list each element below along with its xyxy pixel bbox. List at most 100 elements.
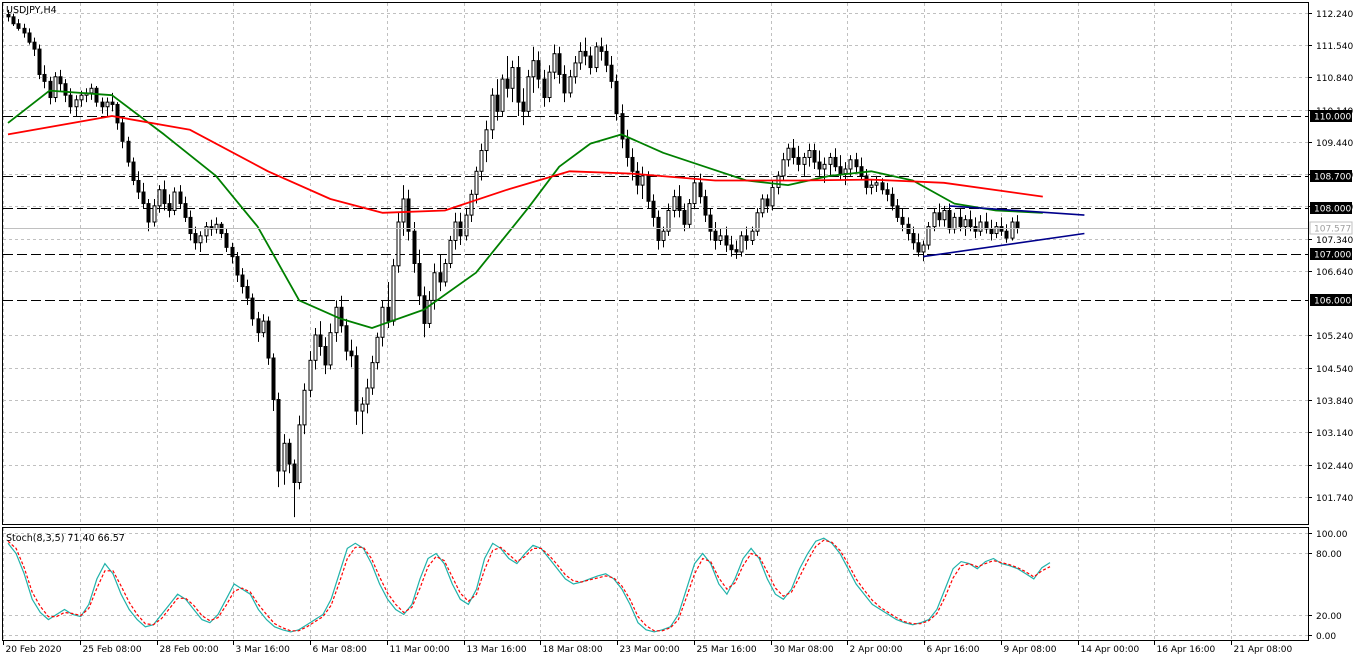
stoch-tick-label: 80.00: [1316, 550, 1342, 560]
candle-body-bearish: [625, 138, 630, 158]
candle: [360, 397, 365, 435]
candle-body-bearish: [833, 156, 838, 168]
level-label-box: [1310, 170, 1352, 182]
price-tick-label: 104.540: [1316, 365, 1353, 375]
candle-body-bullish: [568, 76, 573, 94]
candle: [120, 118, 125, 149]
candle: [100, 97, 105, 114]
candle-body-bearish: [791, 147, 796, 158]
candle-body-bearish: [729, 244, 734, 251]
candle: [594, 42, 599, 73]
main-plot-frame[interactable]: [2, 2, 1309, 525]
stoch-tick-label: 20.00: [1316, 612, 1342, 622]
candle-body-bearish: [193, 233, 198, 244]
candle-body-bearish: [126, 140, 131, 163]
candle-body-bearish: [136, 180, 141, 193]
candle: [677, 185, 682, 218]
candle-body-bullish: [53, 76, 58, 99]
candle-body-bearish: [947, 209, 952, 230]
candle: [999, 217, 1004, 236]
candle-body-bearish: [27, 32, 32, 43]
candle-body-bearish: [100, 101, 105, 108]
time-tick-label: 2 Apr 00:00: [850, 645, 903, 655]
candle: [973, 217, 978, 239]
candle: [552, 44, 557, 80]
candle: [661, 226, 666, 248]
candle-body-bearish: [1004, 230, 1009, 239]
candle: [401, 185, 406, 236]
stoch-axis: 100.00 80.00 20.00 0.00: [1308, 530, 1348, 642]
candle: [209, 219, 214, 236]
candle-body-bullish: [172, 191, 177, 211]
level-price-label: 107.000: [1310, 248, 1352, 261]
candle: [760, 194, 765, 218]
candle-body-bullish: [578, 50, 583, 64]
candle-body-bearish: [588, 55, 593, 69]
candle: [890, 187, 895, 211]
candle: [822, 157, 827, 183]
price-tick-label: 109.440: [1316, 139, 1353, 149]
candle: [698, 173, 703, 204]
trendline: [923, 232, 1085, 258]
candle: [750, 226, 755, 246]
candle-body-bearish: [287, 442, 292, 465]
candle: [464, 208, 469, 241]
candle: [375, 332, 380, 370]
level-label-text: 107.000: [1314, 251, 1351, 261]
candle-body-bullish: [1010, 221, 1015, 239]
candle: [89, 83, 94, 100]
candle-body-bearish: [344, 325, 349, 352]
horizontal-levels[interactable]: [3, 116, 1308, 301]
candle: [126, 136, 131, 167]
candle: [297, 415, 302, 490]
candle: [469, 189, 474, 223]
price-axis[interactable]: 112.240111.540110.840110.140109.440108.7…: [3, 10, 1353, 504]
candle-body-bearish: [318, 334, 323, 347]
candle: [32, 37, 37, 57]
candle: [74, 95, 79, 116]
candle: [963, 215, 968, 236]
candle: [573, 56, 578, 84]
candle-body-bullish: [510, 67, 515, 89]
candle-body-bullish: [500, 78, 505, 112]
main-grid: [3, 3, 1308, 524]
time-tick-label: 6 Apr 16:00: [927, 645, 980, 655]
candle: [266, 316, 271, 365]
candle: [198, 231, 203, 252]
time-tick-label: 14 Apr 00:00: [1081, 645, 1140, 655]
candle: [157, 185, 162, 213]
candle-body-bearish: [183, 203, 188, 218]
candle: [625, 129, 630, 167]
candle-body-bearish: [58, 76, 63, 85]
candle-body-bearish: [48, 80, 53, 99]
level-label-text: 108.000: [1314, 205, 1351, 215]
stoch-plot-frame[interactable]: [2, 527, 1309, 641]
candle: [692, 175, 697, 209]
candle-body-bullish: [750, 230, 755, 241]
candle-body-bullish: [370, 362, 375, 389]
candle-body-bearish: [250, 297, 255, 320]
candle-body-bearish: [583, 50, 588, 57]
candle: [453, 212, 458, 250]
candle-body-bearish: [349, 350, 354, 357]
candle: [261, 314, 266, 338]
time-axis[interactable]: 20 Feb 2020 25 Feb 08:00 28 Feb 00:00 3 Mar…: [3, 641, 1293, 655]
candle-body-bullish: [365, 387, 370, 405]
stoch-tick-label: 100.00: [1316, 530, 1348, 540]
candle-body-bearish: [245, 286, 250, 299]
candle-body-bearish: [495, 94, 500, 112]
candle: [854, 152, 859, 174]
candle-body-bearish: [1015, 221, 1020, 229]
candle: [578, 42, 583, 70]
candle: [807, 143, 812, 167]
candle: [838, 155, 843, 181]
candle: [531, 46, 536, 93]
candle-body-bullish: [666, 209, 671, 232]
candle: [339, 295, 344, 333]
chart-overlays[interactable]: [7, 89, 1085, 329]
candle-body-bearish: [266, 320, 271, 359]
candle-body-bearish: [885, 189, 890, 195]
candle-body-bearish: [292, 463, 297, 484]
candle-body-bearish: [562, 73, 567, 94]
candle-body-bearish: [417, 263, 422, 297]
